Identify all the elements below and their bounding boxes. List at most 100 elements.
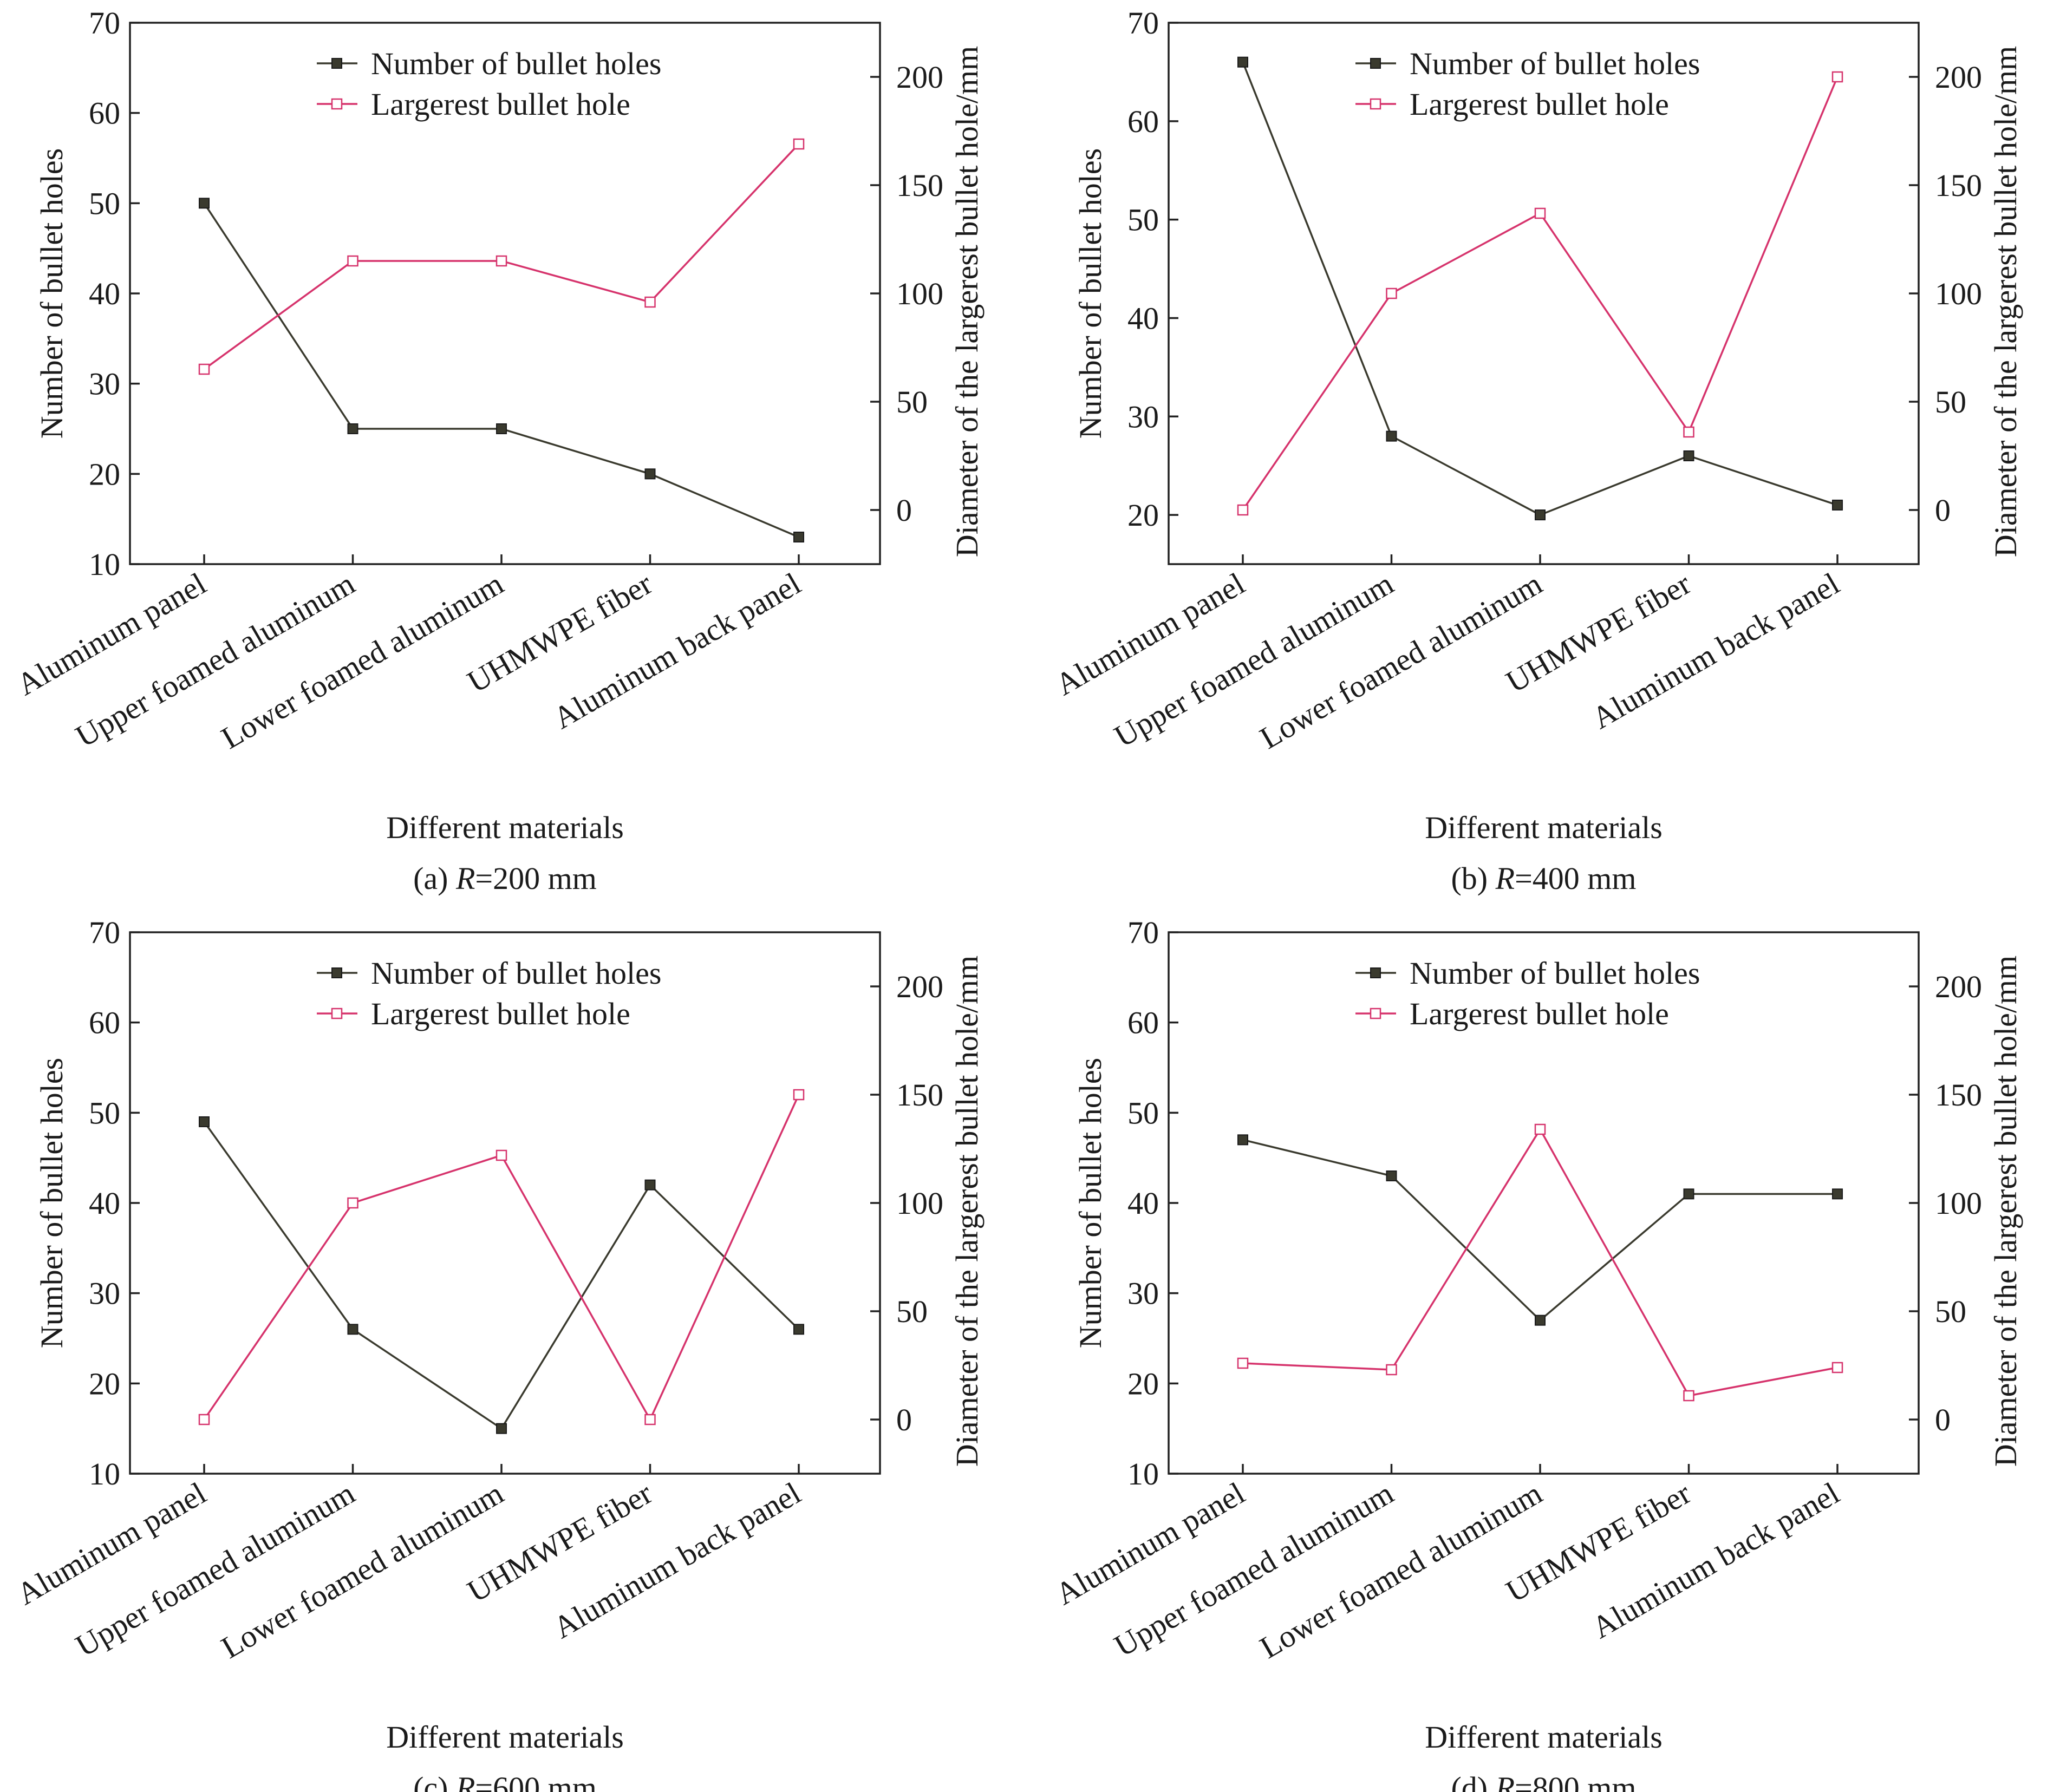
caption-prefix: (d) [1451, 1770, 1495, 1792]
x-axis-title: Different materials [386, 1719, 624, 1755]
y-right-tick-label: 200 [896, 60, 943, 95]
x-axis-title: Different materials [1425, 1719, 1663, 1755]
x-tick-label: Aluminum back panel [1586, 1475, 1846, 1645]
caption-suffix: =400 mm [1515, 861, 1636, 896]
y-tick-label: 70 [89, 5, 120, 41]
y-right-tick-label: 0 [896, 1402, 912, 1437]
y-axis-title: Number of bullet holes [34, 1058, 69, 1348]
data-point [1683, 1390, 1694, 1402]
caption-suffix: =800 mm [1515, 1770, 1636, 1792]
y-right-tick-label: 100 [1935, 276, 1982, 311]
y-right-tick-label: 200 [1935, 60, 1982, 95]
caption-variable: R [455, 1770, 475, 1792]
panel-caption: (c) R=600 mm [413, 1770, 597, 1792]
y-right-tick-label: 0 [1935, 1402, 1951, 1437]
data-point [644, 296, 656, 308]
data-point [199, 198, 210, 209]
y-right-axis-title: Diameter of the largerest bullet hole/mm [1988, 956, 2023, 1467]
y-tick-label: 20 [89, 456, 120, 492]
y-tick-label: 60 [1127, 104, 1159, 139]
y-axis-title: Number of bullet holes [34, 148, 69, 439]
x-tick-label: Aluminum back panel [547, 1475, 807, 1645]
y-right-tick-label: 150 [896, 168, 943, 203]
data-point [793, 138, 805, 150]
series-line [1242, 1127, 1838, 1397]
y-tick-label: 70 [1127, 5, 1159, 41]
data-point [198, 1414, 210, 1425]
y-tick-label: 70 [89, 915, 120, 950]
series-line [203, 202, 799, 538]
y-axis-title: Number of bullet holes [1073, 148, 1108, 439]
y-right-tick-label: 100 [896, 276, 943, 311]
series-number-of-bullet-holes [1237, 56, 1843, 521]
y-tick-label: 70 [1127, 915, 1159, 950]
data-point [1832, 1188, 1843, 1200]
x-tick-label: Lower foamed aluminum [1254, 566, 1548, 756]
y-tick-label: 30 [1127, 399, 1159, 434]
panel-caption: (a) R=200 mm [413, 861, 597, 896]
y-tick-label: 60 [1127, 1005, 1159, 1041]
x-tick-label: Aluminum back panel [1586, 566, 1846, 736]
legend: Number of bullet holes Largerest bullet h… [317, 46, 661, 122]
data-point [1386, 1364, 1397, 1376]
legend: Number of bullet holes Largerest bullet h… [1355, 956, 1700, 1031]
series-line [203, 1094, 800, 1422]
caption-suffix: =200 mm [475, 861, 596, 896]
data-point [198, 363, 210, 375]
series-largerest-bullet-hole [198, 138, 805, 375]
y-tick-label: 50 [89, 1095, 120, 1130]
x-tick-label: Lower foamed aluminum [215, 566, 509, 756]
y-tick-label: 10 [89, 1456, 120, 1492]
legend-marker [1370, 98, 1381, 110]
caption-suffix: =600 mm [475, 1770, 596, 1792]
data-point [1386, 1170, 1397, 1181]
y-tick-label: 30 [89, 1276, 120, 1311]
series-line [1242, 1139, 1837, 1322]
data-point [793, 1089, 805, 1101]
y-tick-label: 50 [89, 186, 120, 221]
legend-label: Number of bullet holes [371, 46, 661, 81]
y-tick-label: 60 [89, 1005, 120, 1041]
y-right-tick-label: 150 [896, 1077, 943, 1113]
y-axis-title: Number of bullet holes [1073, 1058, 1108, 1348]
x-axis-title: Different materials [1425, 810, 1663, 845]
y-right-tick-label: 50 [896, 1294, 928, 1329]
y-right-tick-label: 50 [896, 384, 928, 420]
data-point [1534, 1123, 1546, 1135]
data-point [644, 468, 656, 480]
y-tick-label: 10 [1127, 1456, 1159, 1492]
caption-prefix: (a) [413, 861, 456, 896]
data-point [1237, 56, 1248, 68]
y-right-tick-label: 0 [1935, 493, 1951, 528]
legend-label: Largerest bullet hole [371, 996, 630, 1031]
data-point [496, 423, 507, 434]
series-line [203, 1121, 800, 1430]
y-tick-label: 30 [89, 367, 120, 402]
data-point [347, 255, 358, 267]
legend-marker [331, 98, 343, 110]
x-tick-label: Lower foamed aluminum [1254, 1475, 1548, 1665]
series-line [1242, 76, 1839, 511]
data-point [793, 1324, 804, 1335]
caption-variable: R [1495, 861, 1515, 896]
y-tick-label: 10 [89, 547, 120, 582]
data-point [1386, 287, 1397, 299]
data-point [1237, 1134, 1248, 1146]
y-right-tick-label: 200 [1935, 969, 1982, 1004]
y-tick-label: 50 [1127, 202, 1159, 238]
data-point [496, 1149, 507, 1161]
series-number-of-bullet-holes [199, 1116, 804, 1434]
legend-marker [1370, 967, 1381, 978]
x-tick-label: Lower foamed aluminum [215, 1475, 509, 1665]
legend-marker [1370, 1008, 1381, 1019]
y-right-axis-title: Diameter of the largerest bullet hole/mm [949, 956, 985, 1467]
caption-prefix: (c) [413, 1770, 456, 1792]
data-point [1832, 499, 1843, 511]
y-tick-label: 20 [1127, 498, 1159, 533]
y-right-tick-label: 100 [1935, 1186, 1982, 1221]
legend-label: Number of bullet holes [1410, 956, 1700, 991]
y-tick-label: 40 [1127, 1186, 1159, 1221]
legend-label: Largerest bullet hole [1410, 996, 1669, 1031]
y-right-axis-title: Diameter of the largerest bullet hole/mm [949, 46, 985, 557]
